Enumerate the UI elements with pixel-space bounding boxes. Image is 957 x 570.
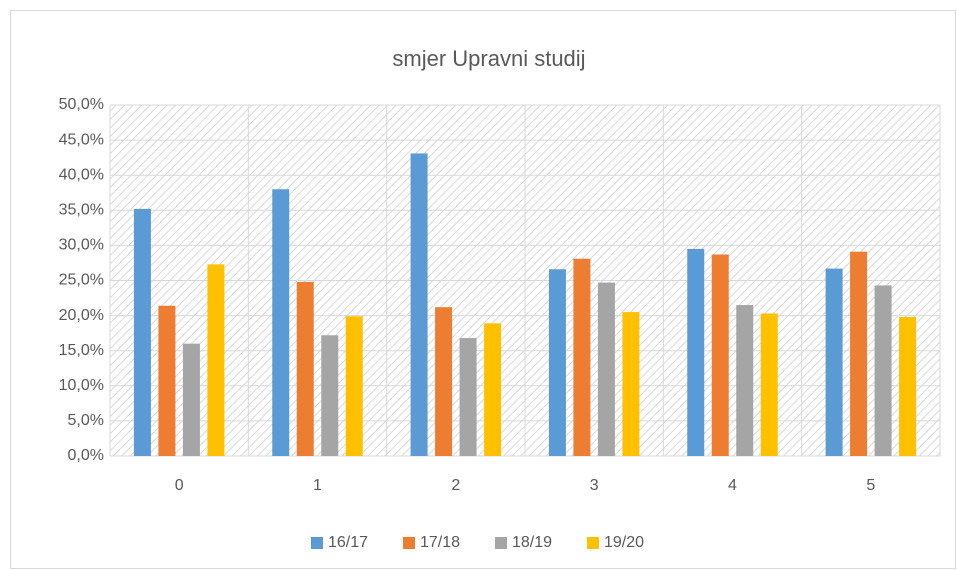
bar <box>272 189 290 457</box>
x-tick-label: 0 <box>175 477 184 494</box>
y-tick-label: 30,0% <box>59 237 104 254</box>
legend-label: 19/20 <box>604 534 644 551</box>
bar <box>548 269 566 456</box>
y-tick-label: 5,0% <box>68 412 104 429</box>
legend-label: 16/17 <box>328 534 368 551</box>
bar <box>711 254 729 456</box>
x-tick-label: 4 <box>728 477 737 494</box>
legend-label: 17/18 <box>420 534 460 551</box>
bar <box>760 313 778 456</box>
x-tick-label: 5 <box>866 477 875 494</box>
bar <box>410 153 428 457</box>
y-tick-label: 15,0% <box>59 342 104 359</box>
bar <box>133 208 151 456</box>
y-tick-label: 20,0% <box>59 307 104 324</box>
bar <box>736 305 754 456</box>
bar <box>459 338 477 456</box>
bar <box>484 323 502 456</box>
y-tick-label: 10,0% <box>59 377 104 394</box>
legend-swatch <box>587 537 599 549</box>
y-tick-label: 40,0% <box>59 166 104 183</box>
bar <box>573 258 591 456</box>
legend-swatch <box>403 537 415 549</box>
bar <box>435 307 453 456</box>
bar <box>874 285 892 456</box>
x-tick-label: 2 <box>451 477 460 494</box>
bar <box>345 316 363 456</box>
bar <box>597 282 615 456</box>
y-tick-label: 25,0% <box>59 272 104 289</box>
chart-title: smjer Upravni studij <box>392 46 585 71</box>
y-tick-label: 35,0% <box>59 202 104 219</box>
legend-label: 18/19 <box>512 534 552 551</box>
bar <box>899 317 917 456</box>
x-tick-label: 3 <box>590 477 599 494</box>
bar <box>182 343 200 456</box>
y-tick-label: 0,0% <box>68 447 104 464</box>
bar <box>321 335 339 456</box>
bar <box>207 264 225 456</box>
y-tick-label: 50,0% <box>59 96 104 113</box>
legend-swatch <box>495 537 507 549</box>
legend-swatch <box>311 537 323 549</box>
bar <box>687 248 705 456</box>
y-tick-label: 45,0% <box>59 131 104 148</box>
bar <box>296 281 314 456</box>
bar <box>850 251 868 456</box>
x-tick-label: 1 <box>313 477 322 494</box>
bar <box>825 268 843 456</box>
bar <box>158 305 176 456</box>
bar <box>622 312 640 456</box>
